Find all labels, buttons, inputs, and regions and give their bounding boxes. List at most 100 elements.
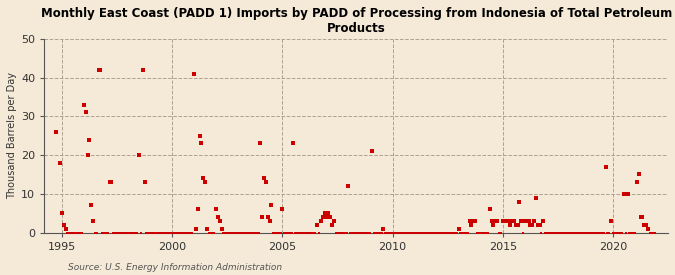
Text: Source: U.S. Energy Information Administration: Source: U.S. Energy Information Administ… (68, 263, 281, 272)
Point (152, 230, 163, 235)
Point (646, 230, 657, 235)
Point (350, 230, 361, 235)
Point (103, 230, 113, 235)
Point (95, 68, 106, 72)
Point (249, 230, 260, 235)
Point (541, 230, 552, 235)
Point (488, 222, 499, 227)
Point (117, 230, 128, 235)
Point (565, 230, 576, 235)
Point (551, 230, 562, 235)
Point (564, 230, 574, 235)
Point (545, 230, 556, 235)
Point (211, 207, 221, 211)
Point (190, 226, 201, 231)
Point (282, 230, 293, 235)
Point (63, 230, 74, 235)
Point (626, 230, 637, 235)
Point (466, 222, 477, 227)
Point (253, 230, 264, 235)
Point (342, 230, 352, 235)
Point (645, 230, 655, 235)
Point (411, 230, 422, 235)
Point (378, 226, 389, 231)
Point (608, 230, 618, 235)
Point (518, 230, 529, 235)
Point (618, 192, 629, 196)
Point (317, 215, 328, 219)
Point (101, 230, 111, 235)
Point (485, 207, 495, 211)
Point (641, 222, 651, 227)
Point (604, 230, 615, 235)
Point (207, 230, 218, 235)
Point (363, 230, 374, 235)
Point (519, 219, 530, 223)
Point (602, 230, 613, 235)
Point (121, 230, 132, 235)
Point (229, 230, 240, 235)
Point (148, 230, 159, 235)
Point (51, 130, 62, 134)
Point (75, 230, 86, 235)
Point (163, 230, 173, 235)
Point (574, 230, 585, 235)
Point (474, 230, 485, 235)
Point (178, 230, 188, 235)
Point (404, 230, 414, 235)
Point (507, 219, 518, 223)
Point (231, 230, 242, 235)
Point (325, 215, 335, 219)
Point (261, 180, 271, 184)
Point (143, 230, 154, 235)
Point (369, 230, 379, 235)
Point (442, 230, 453, 235)
Point (111, 230, 122, 235)
Point (380, 230, 391, 235)
Point (306, 230, 317, 235)
Point (321, 215, 332, 219)
Point (275, 230, 286, 235)
Point (248, 230, 259, 235)
Point (435, 230, 446, 235)
Point (60, 226, 71, 231)
Point (279, 230, 290, 235)
Point (319, 211, 330, 215)
Point (360, 230, 371, 235)
Point (490, 219, 501, 223)
Point (225, 230, 236, 235)
Point (635, 215, 646, 219)
Point (180, 230, 190, 235)
Point (394, 230, 405, 235)
Point (154, 230, 165, 235)
Point (165, 230, 176, 235)
Point (268, 230, 279, 235)
Point (367, 149, 377, 153)
Point (547, 230, 558, 235)
Point (110, 230, 121, 235)
Point (205, 230, 216, 235)
Point (347, 230, 358, 235)
Point (161, 230, 172, 235)
Point (539, 230, 550, 235)
Point (333, 230, 344, 235)
Point (297, 230, 308, 235)
Point (65, 230, 76, 235)
Point (134, 153, 144, 157)
Point (82, 153, 93, 157)
Point (348, 230, 359, 235)
Point (123, 230, 134, 235)
Point (58, 222, 69, 227)
Point (534, 222, 545, 227)
Point (591, 230, 602, 235)
Point (391, 230, 402, 235)
Point (459, 230, 470, 235)
Point (182, 230, 192, 235)
Point (156, 230, 167, 235)
Point (470, 219, 481, 223)
Point (365, 230, 376, 235)
Point (483, 230, 493, 235)
Point (328, 219, 339, 223)
Point (543, 230, 554, 235)
Point (88, 219, 99, 223)
